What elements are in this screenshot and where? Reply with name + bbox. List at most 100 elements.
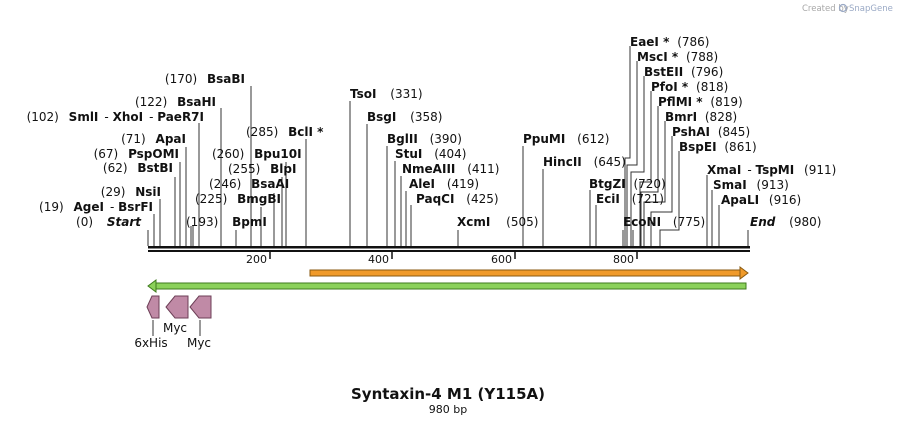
enzyme-label[interactable]: BtgZI <box>589 177 626 191</box>
enzyme-label[interactable]: BsaBI <box>207 72 245 86</box>
svg-text:XmaI- TspMI (911): XmaI - TspMI (911) <box>707 163 836 177</box>
enzyme-leader-lines <box>147 46 749 246</box>
svg-text:EcoNI (775): EcoNI (775) <box>623 215 705 229</box>
enzyme-label[interactable]: PshAI <box>672 125 710 139</box>
enzyme-position: (331) <box>390 87 422 101</box>
enzyme-label[interactable]: PflMI * <box>658 95 703 109</box>
enzyme-label[interactable]: PspOMI <box>128 147 179 161</box>
enzyme-label[interactable]: EciI <box>596 192 620 206</box>
enzyme-label[interactable]: NmeAIII <box>402 162 455 176</box>
tick-label: 400 <box>368 253 389 266</box>
enzyme-label[interactable]: BstEII <box>644 65 683 79</box>
svg-text:(260) Bpu10I: (260) Bpu10I <box>212 147 302 161</box>
enzyme-label[interactable]: EaeI * <box>630 35 670 49</box>
enzyme-label[interactable]: PfoI * <box>651 80 689 94</box>
sequence-backbone: 200 400 600 800 <box>148 246 750 266</box>
enzyme-position: (67) <box>94 147 119 161</box>
svg-text:SmaI (913): SmaI (913) <box>713 178 789 192</box>
enzyme-label[interactable]: PpuMI <box>523 132 565 146</box>
snapgene-logo-icon <box>838 3 848 13</box>
enzyme-position: (358) <box>410 110 442 124</box>
svg-text:BtgZI (720): BtgZI (720) <box>589 177 666 191</box>
svg-text:(29) NsiI: (29) NsiI <box>101 185 161 199</box>
enzyme-label[interactable]: EcoNI <box>623 215 661 229</box>
enzyme-label[interactable]: BclI * <box>288 125 324 139</box>
enzyme-label[interactable]: NsiI <box>135 185 161 199</box>
orf-orange[interactable] <box>309 266 749 280</box>
feature-arrow-myc-1[interactable] <box>165 295 189 319</box>
svg-text:TsoI (331): TsoI (331) <box>350 87 423 101</box>
enzyme-label[interactable]: HincII <box>543 155 582 169</box>
enzyme-label[interactable]: BmrI <box>665 110 697 124</box>
enzyme-label[interactable]: Bpu10I <box>254 147 301 161</box>
snapgene-credit: Created by SnapGene <box>802 3 893 14</box>
enzyme-label[interactable]: XcmI <box>457 215 490 229</box>
tick-label: 200 <box>246 253 267 266</box>
enzyme-label[interactable]: BlpI <box>270 162 296 176</box>
enzyme-label[interactable]: StuI <box>395 147 422 161</box>
svg-text:EciI (721): EciI (721) <box>596 192 664 206</box>
svg-text:(193) BpmI: (193) BpmI <box>186 215 267 229</box>
enzyme-position: (404) <box>434 147 466 161</box>
tick-label: 800 <box>613 253 634 266</box>
enzyme-position: (775) <box>673 215 705 229</box>
enzyme-label[interactable]: TsoI <box>350 87 376 101</box>
enzyme-alias[interactable]: PaeR7I <box>157 110 204 124</box>
svg-text:(67) PspOMI: (67) PspOMI <box>94 147 179 161</box>
svg-text:PflMI * (819): PflMI * (819) <box>658 95 743 109</box>
enzyme-label[interactable]: ApaLI <box>721 193 759 207</box>
enzyme-label[interactable]: XmaI <box>707 163 741 177</box>
enzyme-position: (193) <box>186 215 218 229</box>
enzyme-position: (720) <box>633 177 665 191</box>
svg-text:HincII (645): HincII (645) <box>543 155 626 169</box>
enzyme-alias[interactable]: BsrFI <box>118 200 153 214</box>
enzyme-label[interactable]: BglII <box>387 132 418 146</box>
orf-arrowhead-icon <box>739 266 749 280</box>
enzyme-position: (845) <box>718 125 750 139</box>
enzyme-label[interactable]: BpmI <box>232 215 267 229</box>
end-label: End <box>750 215 776 229</box>
orf-arrowhead-icon <box>147 279 157 293</box>
enzyme-position: (505) <box>506 215 538 229</box>
enzyme-label[interactable]: BstBI <box>137 161 173 175</box>
enzyme-label[interactable]: PaqCI <box>416 192 454 206</box>
backbone-strand-top <box>148 246 750 249</box>
svg-text:(102) SmlI- XhoI- PaeR7I: (102) SmlI - XhoI - PaeR7I <box>27 110 204 124</box>
feature-arrow-myc-2[interactable] <box>189 295 212 319</box>
svg-text:BmrI (828): BmrI (828) <box>665 110 737 124</box>
orf-green[interactable] <box>147 279 747 293</box>
enzyme-alias[interactable]: XhoI <box>113 110 144 124</box>
enzyme-alias[interactable]: TspMI <box>755 163 794 177</box>
enzyme-label[interactable]: BsaAI <box>251 177 289 191</box>
enzyme-position: (819) <box>710 95 742 109</box>
feature-label-myc: Myc <box>187 336 211 350</box>
svg-text:(170) BsaBI: (170) BsaBI <box>165 72 245 86</box>
enzyme-label[interactable]: SmaI <box>713 178 747 192</box>
credit-brand: SnapGene <box>849 4 893 14</box>
enzyme-position: (916) <box>769 193 801 207</box>
enzyme-position: (861) <box>724 140 756 154</box>
enzyme-label[interactable]: ApaI <box>156 132 186 146</box>
enzyme-position: (246) <box>209 177 241 191</box>
enzyme-label[interactable]: SmlI <box>69 110 99 124</box>
enzyme-position: (786) <box>677 35 709 49</box>
svg-text:(246) BsaAI: (246) BsaAI <box>209 177 289 191</box>
enzyme-position: (0) <box>76 215 93 229</box>
enzyme-label[interactable]: BspEI <box>679 140 717 154</box>
svg-text:BsgI (358): BsgI (358) <box>367 110 442 124</box>
feature-arrow-6xhis[interactable] <box>146 295 160 319</box>
enzyme-label[interactable]: BsgI <box>367 110 396 124</box>
enzyme-labels: EaeI * (786) MscI * (788) BstEII (796) P… <box>27 35 837 229</box>
enzyme-label[interactable]: BsaHI <box>177 95 216 109</box>
enzyme-position: (818) <box>696 80 728 94</box>
svg-text:(62) BstBI: (62) BstBI <box>103 161 173 175</box>
enzyme-position: (102) <box>27 110 59 124</box>
svg-text:BspEI (861): BspEI (861) <box>679 140 757 154</box>
enzyme-label[interactable]: AleI <box>409 177 435 191</box>
enzyme-position: (71) <box>121 132 146 146</box>
enzyme-label[interactable]: MscI * <box>637 50 679 64</box>
svg-text:(285) BclI *: (285) BclI * <box>246 125 324 139</box>
enzyme-position: (828) <box>705 110 737 124</box>
enzyme-label[interactable]: BmgBI <box>237 192 281 206</box>
enzyme-label[interactable]: AgeI <box>73 200 103 214</box>
